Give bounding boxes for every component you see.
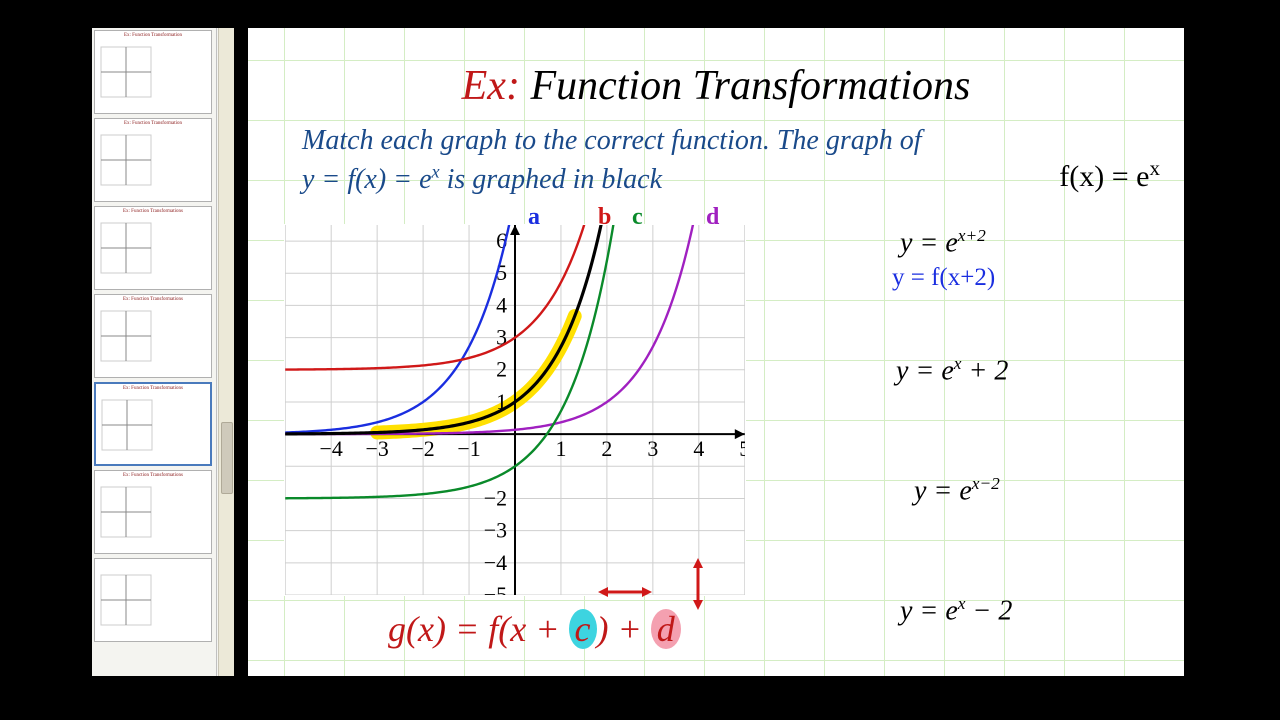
svg-text:2: 2 [496, 358, 507, 382]
handwritten-fx: f(x) = ex [1059, 156, 1160, 194]
thumbnail[interactable]: Ex: Function Transformation [94, 30, 212, 114]
thumbnail[interactable]: Ex: Function Transformations [94, 382, 212, 466]
svg-text:2: 2 [601, 437, 612, 461]
svg-text:4: 4 [496, 293, 507, 317]
thumbnail-list[interactable]: Ex: Function TransformationEx: Function … [92, 28, 217, 676]
svg-text:3: 3 [647, 437, 658, 461]
svg-text:−4: −4 [320, 437, 343, 461]
prompt-math: y = f(x) = ex is graphed in black [302, 164, 662, 195]
svg-text:−2: −2 [484, 486, 507, 510]
title-text: Function Transformations [530, 63, 970, 109]
eq-3: y = ex−2 [914, 474, 1000, 507]
param-c: c [569, 609, 597, 649]
svg-text:−2: −2 [411, 437, 434, 461]
thumbnail[interactable]: Ex: Function Transformations [94, 470, 212, 554]
svg-text:−4: −4 [484, 551, 507, 575]
prompt-line1: Match each graph to the correct function… [302, 125, 922, 156]
eq-1: y = ex+2 [900, 226, 986, 259]
eq-1-handwritten: y = f(x+2) [892, 264, 995, 292]
slide-canvas: Ex: Function Transformations Match each … [248, 28, 1184, 676]
chart-svg: −4−3−2−112345−5−4−3−2123456 [285, 225, 745, 595]
slide-title: Ex: Function Transformations [462, 62, 971, 110]
eq-2: y = ex + 2 [896, 354, 1008, 387]
thumbnail[interactable]: Ex: Function Transformations [94, 206, 212, 290]
title-prefix: Ex: [462, 63, 520, 109]
svg-text:1: 1 [555, 437, 566, 461]
eq-4: y = ex − 2 [900, 594, 1012, 627]
thumbnail[interactable] [94, 558, 212, 642]
transformation-formula: g(x) = f(x + c) + d [388, 608, 681, 650]
scrollbar[interactable] [218, 28, 234, 676]
scroll-thumb[interactable] [221, 422, 233, 494]
svg-text:−3: −3 [484, 519, 507, 543]
svg-text:5: 5 [739, 437, 745, 461]
chart-area: −4−3−2−112345−5−4−3−2123456 [284, 224, 746, 596]
thumbnail[interactable]: Ex: Function Transformation [94, 118, 212, 202]
param-d: d [651, 609, 681, 649]
svg-text:4: 4 [693, 437, 704, 461]
svg-text:−1: −1 [457, 437, 480, 461]
vertical-arrow-icon [688, 558, 708, 610]
horizontal-arrow-icon [598, 582, 652, 602]
svg-text:−5: −5 [484, 583, 507, 595]
svg-text:−3: −3 [366, 437, 389, 461]
prompt-text: Match each graph to the correct function… [302, 122, 1062, 199]
slide-panel: Ex: Function TransformationEx: Function … [92, 28, 234, 676]
thumbnail[interactable]: Ex: Function Transformations [94, 294, 212, 378]
